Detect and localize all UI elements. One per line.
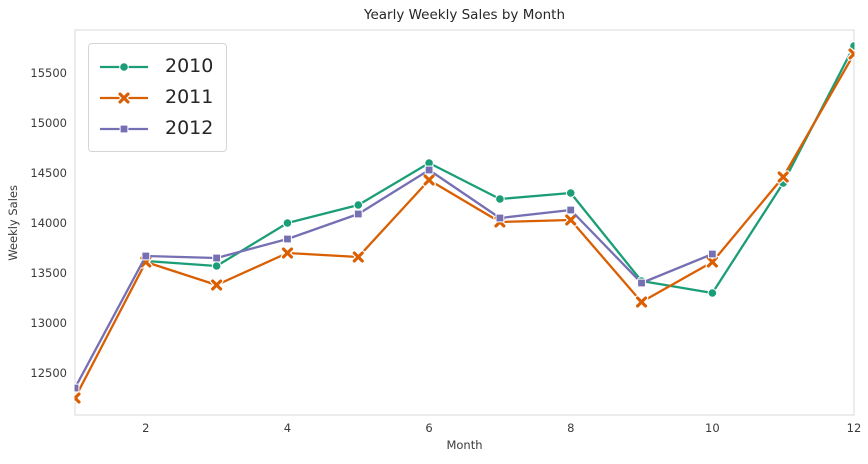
- series-layer: [74, 41, 855, 405]
- y-tick-label: 15000: [30, 116, 67, 130]
- y-tick-label: 14500: [30, 166, 67, 180]
- data-point-marker: [848, 48, 855, 60]
- data-point-marker: [141, 251, 151, 261]
- y-tick-label: 14000: [30, 216, 67, 230]
- data-point-marker: [423, 174, 435, 186]
- data-point-marker: [281, 247, 294, 259]
- data-point-marker: [565, 188, 576, 198]
- series-line-2012: [74, 168, 713, 389]
- data-point-marker: [353, 209, 363, 219]
- plot-border-spines: [74, 29, 855, 416]
- data-point-marker: [637, 278, 646, 288]
- data-point-marker: [352, 251, 364, 263]
- data-point-marker: [283, 234, 292, 244]
- data-point-marker: [211, 279, 223, 291]
- data-point-marker: [282, 218, 293, 228]
- data-point-marker: [211, 261, 222, 271]
- legend-label: 2012: [165, 117, 214, 139]
- data-point-marker: [706, 256, 718, 268]
- data-point-marker: [707, 249, 717, 259]
- legend-box: 2010 2011 2012: [88, 43, 227, 152]
- data-point-marker: [495, 213, 505, 223]
- legend-sample-square-icon: [100, 124, 148, 133]
- x-tick-label: 10: [705, 421, 720, 435]
- data-point-marker: [707, 288, 718, 298]
- data-point-marker: [635, 296, 648, 308]
- data-point-marker: [777, 171, 789, 183]
- data-point-marker: [119, 124, 129, 133]
- x-tick-label: 4: [284, 421, 291, 435]
- y-axis-label: Weekly Sales: [6, 184, 20, 261]
- y-tick-label: 13000: [30, 316, 67, 330]
- legend-sample-x-icon: [100, 90, 148, 105]
- data-point-marker: [212, 253, 222, 263]
- data-point-marker: [118, 91, 130, 104]
- x-tick-label: 12: [847, 421, 862, 435]
- data-point-marker: [119, 61, 129, 72]
- y-axis-label-wrap: Weekly Sales: [6, 0, 20, 445]
- legend-sample-circle-icon: [100, 61, 148, 72]
- data-point-marker: [565, 214, 577, 226]
- x-tick-label: 6: [425, 421, 432, 435]
- y-tick-label: 15500: [30, 66, 67, 80]
- chart-title: Yearly Weekly Sales by Month: [363, 7, 566, 23]
- series-line-2010: [145, 45, 855, 295]
- legend-item-2012: 2012: [99, 113, 216, 144]
- data-point-marker: [424, 165, 434, 175]
- y-tick-label: 13500: [30, 266, 67, 280]
- y-tick-label: 12500: [30, 366, 67, 380]
- data-point-marker: [353, 200, 364, 210]
- series-line-2011: [74, 53, 855, 399]
- data-point-marker: [495, 194, 505, 204]
- legend-label: 2011: [165, 86, 214, 108]
- legend-label: 2010: [165, 55, 214, 77]
- legend-item-2011: 2011: [99, 82, 216, 113]
- legend-item-2010: 2010: [99, 51, 216, 82]
- x-tick-label: 8: [567, 421, 574, 435]
- x-axis-label: Month: [446, 438, 483, 452]
- data-point-marker: [74, 392, 81, 404]
- data-point-marker: [74, 383, 80, 393]
- x-tick-label: 2: [142, 421, 149, 435]
- data-point-marker: [566, 205, 576, 215]
